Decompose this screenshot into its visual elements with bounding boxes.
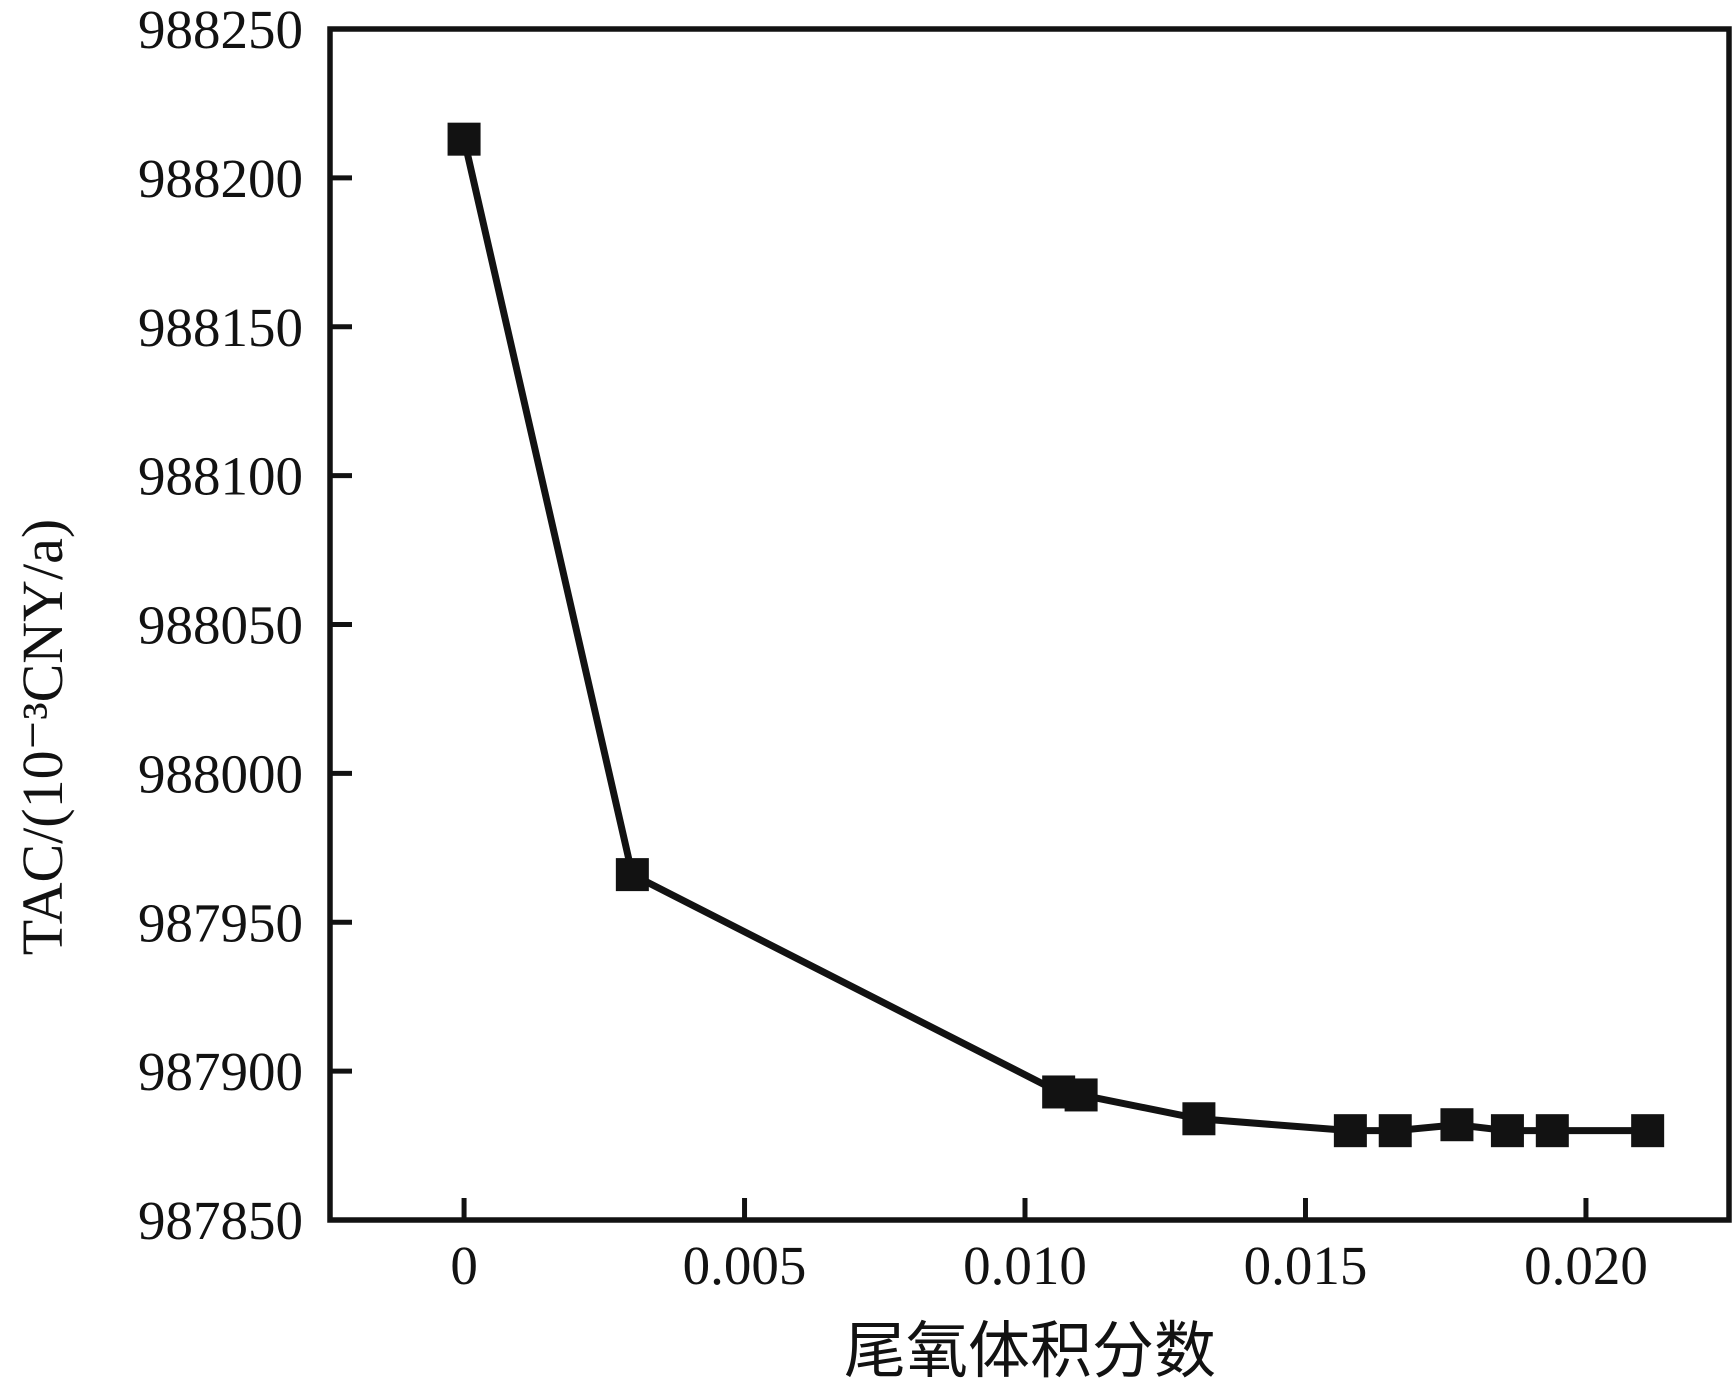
y-axis-tick-label: 987950: [138, 892, 303, 953]
data-point-marker: [1535, 1114, 1569, 1148]
x-axis-title: 尾氧体积分数: [844, 1318, 1216, 1386]
data-point-marker: [615, 858, 649, 892]
data-point-marker: [1378, 1114, 1412, 1148]
data-point-marker: [1182, 1102, 1216, 1136]
data-point-marker: [1440, 1108, 1474, 1142]
data-series-line: [460, 138, 1648, 1135]
plot-area-border: [327, 26, 1732, 1223]
data-point-marker: [1631, 1114, 1665, 1148]
x-axis-tick-label: 0: [450, 1235, 478, 1296]
x-axis-tick-label: 0.020: [1524, 1235, 1648, 1296]
data-point-marker: [447, 122, 481, 156]
data-point-marker: [1064, 1078, 1098, 1112]
data-point-marker: [1490, 1114, 1524, 1148]
y-axis-tick-label: 988050: [138, 595, 303, 656]
y-axis-tick-label: 988000: [138, 743, 303, 804]
data-point-marker: [1333, 1114, 1367, 1148]
y-axis-title: TAC/(10⁻³CNY/a): [10, 519, 75, 955]
y-axis-tick-label: 988200: [138, 148, 303, 209]
x-axis-tick-label: 0.005: [683, 1235, 807, 1296]
y-axis-tick-label: 987900: [138, 1041, 303, 1102]
x-axis-tick-label: 0.010: [963, 1235, 1087, 1296]
x-axis-tick-label: 0.015: [1244, 1235, 1368, 1296]
y-axis-tick-label: 988100: [138, 446, 303, 507]
y-axis-tick-label: 988150: [138, 297, 303, 358]
y-axis-tick-label: 987850: [138, 1190, 303, 1251]
y-axis-tick-label: 988250: [138, 0, 303, 60]
